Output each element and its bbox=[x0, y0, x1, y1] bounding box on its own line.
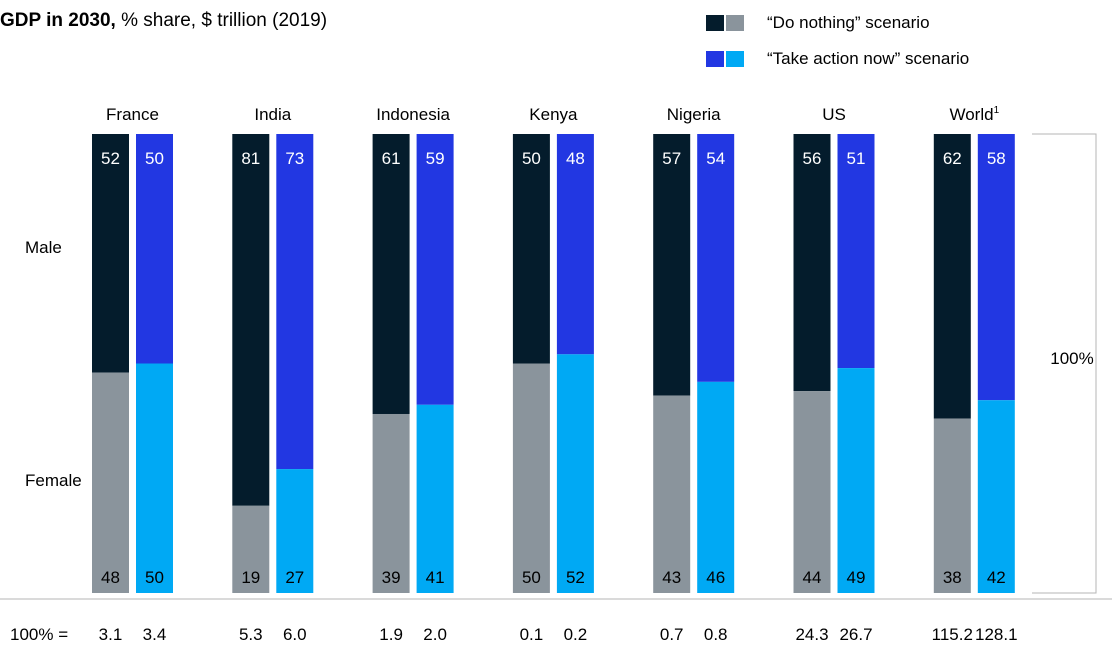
bar-us-take-action-male bbox=[837, 134, 875, 369]
value-label-india-do-nothing-male: 81 bbox=[241, 149, 260, 168]
bar-india-take-action-female bbox=[276, 469, 314, 593]
bar-us-do-nothing-female bbox=[793, 391, 831, 593]
total-label-world-take-action: 128.1 bbox=[975, 625, 1018, 644]
category-label-world: World1 bbox=[949, 105, 999, 124]
value-label-france-take-action-male: 50 bbox=[145, 149, 164, 168]
value-label-indonesia-take-action-male: 59 bbox=[426, 149, 445, 168]
total-label-india-take-action: 6.0 bbox=[283, 625, 307, 644]
category-label-france: France bbox=[106, 105, 159, 124]
value-label-kenya-take-action-male: 48 bbox=[566, 149, 585, 168]
chart-title: GDP in 2030, % share, $ trillion (2019) bbox=[0, 10, 327, 32]
value-label-nigeria-do-nothing-female: 43 bbox=[662, 568, 681, 587]
bracket-label: 100% bbox=[1050, 349, 1093, 368]
total-label-nigeria-take-action: 0.8 bbox=[704, 625, 728, 644]
bar-france-take-action-female bbox=[136, 363, 173, 593]
value-label-india-take-action-female: 27 bbox=[285, 568, 304, 587]
bar-kenya-do-nothing-female bbox=[512, 363, 550, 593]
bar-us-take-action-female bbox=[837, 368, 875, 593]
value-label-kenya-do-nothing-female: 50 bbox=[522, 568, 541, 587]
value-label-indonesia-do-nothing-female: 39 bbox=[382, 568, 401, 587]
bar-world-take-action-female bbox=[977, 400, 1015, 593]
value-label-kenya-do-nothing-male: 50 bbox=[522, 149, 541, 168]
legend-item-take-action: “Take action now” scenario bbox=[706, 48, 969, 70]
total-label-indonesia-do-nothing: 1.9 bbox=[379, 625, 403, 644]
value-label-france-do-nothing-female: 48 bbox=[101, 568, 120, 587]
bar-kenya-take-action-female bbox=[556, 354, 594, 593]
total-label-kenya-do-nothing: 0.1 bbox=[520, 625, 544, 644]
bar-world-take-action-male bbox=[977, 134, 1015, 401]
bar-world-do-nothing-male bbox=[933, 134, 971, 419]
row-label-male: Male bbox=[25, 238, 62, 257]
value-label-nigeria-take-action-male: 54 bbox=[706, 149, 725, 168]
value-label-kenya-take-action-female: 52 bbox=[566, 568, 585, 587]
legend-swatch-dark bbox=[706, 15, 724, 31]
total-label-kenya-take-action: 0.2 bbox=[564, 625, 588, 644]
value-label-nigeria-take-action-female: 46 bbox=[706, 568, 725, 587]
legend-swatch-cyan bbox=[726, 51, 744, 67]
value-label-france-take-action-female: 50 bbox=[145, 568, 164, 587]
bar-world-do-nothing-female bbox=[933, 418, 971, 593]
bar-indonesia-do-nothing-female bbox=[372, 413, 410, 593]
value-label-indonesia-do-nothing-male: 61 bbox=[382, 149, 401, 168]
category-label-indonesia: Indonesia bbox=[376, 105, 450, 124]
total-label-us-do-nothing: 24.3 bbox=[795, 625, 828, 644]
bar-kenya-do-nothing-male bbox=[512, 134, 550, 364]
legend-label-take-action: “Take action now” scenario bbox=[767, 49, 970, 68]
value-label-us-do-nothing-male: 56 bbox=[803, 149, 822, 168]
bar-indonesia-do-nothing-male bbox=[372, 134, 410, 414]
bar-nigeria-take-action-male bbox=[697, 134, 735, 382]
bar-france-do-nothing-male bbox=[92, 134, 129, 373]
value-label-world-do-nothing-female: 38 bbox=[943, 568, 962, 587]
bar-indonesia-take-action-female bbox=[416, 404, 454, 593]
row-label-female: Female bbox=[25, 471, 82, 490]
total-label-india-do-nothing: 5.3 bbox=[239, 625, 263, 644]
legend-item-do-nothing: “Do nothing” scenario bbox=[706, 12, 930, 34]
legend-swatch-gray bbox=[726, 15, 744, 31]
chart-title-bold: GDP in 2030, bbox=[0, 10, 116, 31]
value-label-us-take-action-female: 49 bbox=[847, 568, 866, 587]
category-label-india: India bbox=[254, 105, 291, 124]
bar-nigeria-do-nothing-female bbox=[653, 395, 691, 593]
bar-france-take-action-male bbox=[136, 134, 173, 364]
legend-label-do-nothing: “Do nothing” scenario bbox=[767, 13, 930, 32]
value-label-france-do-nothing-male: 52 bbox=[101, 149, 120, 168]
bar-indonesia-take-action-male bbox=[416, 134, 454, 405]
total-label-france-take-action: 3.4 bbox=[143, 625, 167, 644]
bar-nigeria-do-nothing-male bbox=[653, 134, 691, 396]
bar-nigeria-take-action-female bbox=[697, 381, 735, 593]
bar-kenya-take-action-male bbox=[556, 134, 594, 355]
total-label-france-do-nothing: 3.1 bbox=[99, 625, 123, 644]
bar-france-do-nothing-female bbox=[92, 372, 129, 593]
value-label-india-take-action-male: 73 bbox=[285, 149, 304, 168]
chart-title-rest: % share, $ trillion (2019) bbox=[115, 10, 328, 31]
hundred-percent-bracket bbox=[1032, 133, 1097, 594]
value-label-us-do-nothing-female: 44 bbox=[803, 568, 822, 587]
totals-prefix: 100% = bbox=[10, 625, 68, 644]
bar-india-take-action-male bbox=[276, 134, 314, 470]
value-label-india-do-nothing-female: 19 bbox=[241, 568, 260, 587]
category-label-kenya: Kenya bbox=[529, 105, 578, 124]
total-label-world-do-nothing: 115.2 bbox=[932, 625, 973, 644]
value-label-world-take-action-male: 58 bbox=[987, 149, 1006, 168]
category-label-us: US bbox=[822, 105, 846, 124]
legend-swatch-blue bbox=[706, 51, 724, 67]
total-label-indonesia-take-action: 2.0 bbox=[423, 625, 447, 644]
value-label-us-take-action-male: 51 bbox=[847, 149, 866, 168]
value-label-nigeria-do-nothing-male: 57 bbox=[662, 149, 681, 168]
value-label-indonesia-take-action-female: 41 bbox=[426, 568, 445, 587]
category-label-nigeria: Nigeria bbox=[667, 105, 721, 124]
total-label-nigeria-do-nothing: 0.7 bbox=[660, 625, 684, 644]
total-label-us-take-action: 26.7 bbox=[839, 625, 872, 644]
bar-us-do-nothing-male bbox=[793, 134, 831, 392]
category-superscript-world: 1 bbox=[994, 105, 1000, 116]
bar-india-do-nothing-female bbox=[232, 505, 270, 593]
bar-india-do-nothing-male bbox=[232, 134, 270, 506]
value-label-world-do-nothing-male: 62 bbox=[943, 149, 962, 168]
value-label-world-take-action-female: 42 bbox=[987, 568, 1006, 587]
